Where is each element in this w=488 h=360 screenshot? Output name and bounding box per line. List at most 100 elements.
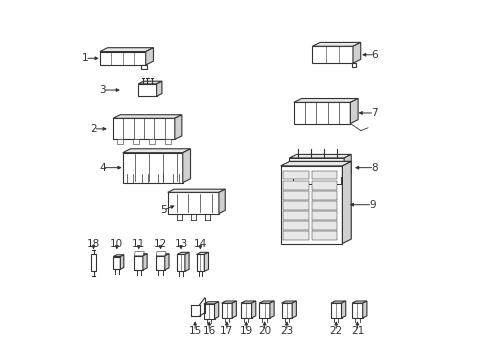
Polygon shape bbox=[203, 304, 214, 319]
Polygon shape bbox=[241, 303, 251, 318]
Text: 3: 3 bbox=[99, 85, 106, 95]
Polygon shape bbox=[283, 231, 308, 240]
Polygon shape bbox=[281, 301, 296, 303]
Polygon shape bbox=[184, 252, 189, 271]
Text: 20: 20 bbox=[258, 326, 271, 336]
Polygon shape bbox=[113, 118, 175, 139]
Polygon shape bbox=[134, 256, 142, 270]
Text: 2: 2 bbox=[90, 124, 97, 134]
Polygon shape bbox=[289, 154, 350, 158]
Polygon shape bbox=[203, 302, 218, 304]
Text: 16: 16 bbox=[202, 326, 215, 336]
Text: 12: 12 bbox=[154, 239, 167, 248]
Polygon shape bbox=[156, 81, 162, 96]
Polygon shape bbox=[141, 65, 147, 68]
Polygon shape bbox=[283, 181, 308, 190]
Polygon shape bbox=[177, 252, 189, 255]
Text: 4: 4 bbox=[99, 163, 106, 173]
Polygon shape bbox=[232, 301, 236, 318]
Polygon shape bbox=[289, 162, 350, 239]
Polygon shape bbox=[281, 303, 291, 318]
Polygon shape bbox=[142, 254, 147, 270]
Polygon shape bbox=[311, 191, 336, 200]
Text: 8: 8 bbox=[370, 163, 377, 173]
Polygon shape bbox=[117, 139, 122, 144]
Polygon shape bbox=[91, 255, 96, 271]
Polygon shape bbox=[269, 301, 274, 318]
Polygon shape bbox=[311, 211, 336, 220]
Polygon shape bbox=[156, 254, 169, 256]
Polygon shape bbox=[120, 255, 123, 269]
Polygon shape bbox=[344, 154, 350, 177]
Polygon shape bbox=[259, 301, 274, 303]
Polygon shape bbox=[311, 181, 336, 190]
Polygon shape bbox=[156, 252, 166, 256]
Text: 23: 23 bbox=[280, 326, 293, 336]
Text: 22: 22 bbox=[329, 326, 342, 336]
Text: 15: 15 bbox=[188, 326, 202, 336]
Polygon shape bbox=[122, 149, 190, 153]
Polygon shape bbox=[167, 189, 225, 192]
Text: 19: 19 bbox=[239, 326, 252, 336]
Polygon shape bbox=[149, 139, 154, 144]
Polygon shape bbox=[221, 301, 236, 303]
Polygon shape bbox=[283, 221, 308, 230]
Polygon shape bbox=[145, 48, 153, 65]
Polygon shape bbox=[196, 255, 204, 271]
Text: 18: 18 bbox=[87, 239, 100, 248]
Polygon shape bbox=[134, 254, 147, 256]
Polygon shape bbox=[259, 303, 269, 318]
Polygon shape bbox=[362, 301, 366, 318]
Polygon shape bbox=[164, 254, 169, 270]
Polygon shape bbox=[283, 191, 308, 200]
Polygon shape bbox=[167, 192, 219, 213]
Text: 14: 14 bbox=[193, 239, 206, 248]
Polygon shape bbox=[283, 201, 308, 210]
Polygon shape bbox=[214, 302, 218, 319]
Polygon shape bbox=[311, 231, 336, 240]
Polygon shape bbox=[341, 301, 345, 318]
Text: 1: 1 bbox=[81, 53, 88, 63]
Polygon shape bbox=[122, 153, 183, 183]
Text: 6: 6 bbox=[371, 50, 378, 60]
Polygon shape bbox=[251, 301, 255, 318]
Polygon shape bbox=[351, 301, 366, 303]
Polygon shape bbox=[289, 158, 344, 177]
Polygon shape bbox=[134, 252, 144, 256]
Polygon shape bbox=[351, 63, 355, 67]
Polygon shape bbox=[312, 46, 352, 63]
Text: 13: 13 bbox=[174, 239, 187, 248]
Polygon shape bbox=[100, 48, 153, 51]
Polygon shape bbox=[330, 301, 345, 303]
Polygon shape bbox=[283, 171, 308, 180]
Polygon shape bbox=[312, 42, 360, 46]
Polygon shape bbox=[291, 301, 296, 318]
Polygon shape bbox=[164, 139, 170, 144]
Polygon shape bbox=[349, 99, 357, 123]
Text: 21: 21 bbox=[350, 326, 363, 336]
Polygon shape bbox=[221, 303, 232, 318]
Text: 7: 7 bbox=[370, 108, 377, 118]
Polygon shape bbox=[175, 115, 182, 139]
Polygon shape bbox=[330, 303, 341, 318]
Polygon shape bbox=[183, 149, 190, 183]
Polygon shape bbox=[280, 166, 342, 243]
Polygon shape bbox=[138, 81, 162, 84]
Polygon shape bbox=[293, 102, 349, 123]
Text: 17: 17 bbox=[220, 326, 233, 336]
Polygon shape bbox=[342, 162, 350, 243]
Polygon shape bbox=[311, 201, 336, 210]
Polygon shape bbox=[351, 303, 362, 318]
Polygon shape bbox=[196, 252, 208, 255]
Polygon shape bbox=[133, 139, 139, 144]
Polygon shape bbox=[113, 255, 123, 257]
Polygon shape bbox=[280, 162, 350, 166]
Polygon shape bbox=[100, 51, 145, 65]
Polygon shape bbox=[113, 257, 120, 269]
Text: 5: 5 bbox=[160, 205, 166, 215]
Polygon shape bbox=[311, 171, 336, 180]
Text: 10: 10 bbox=[110, 239, 123, 248]
Polygon shape bbox=[311, 221, 336, 230]
Polygon shape bbox=[352, 42, 360, 63]
Polygon shape bbox=[219, 189, 225, 213]
